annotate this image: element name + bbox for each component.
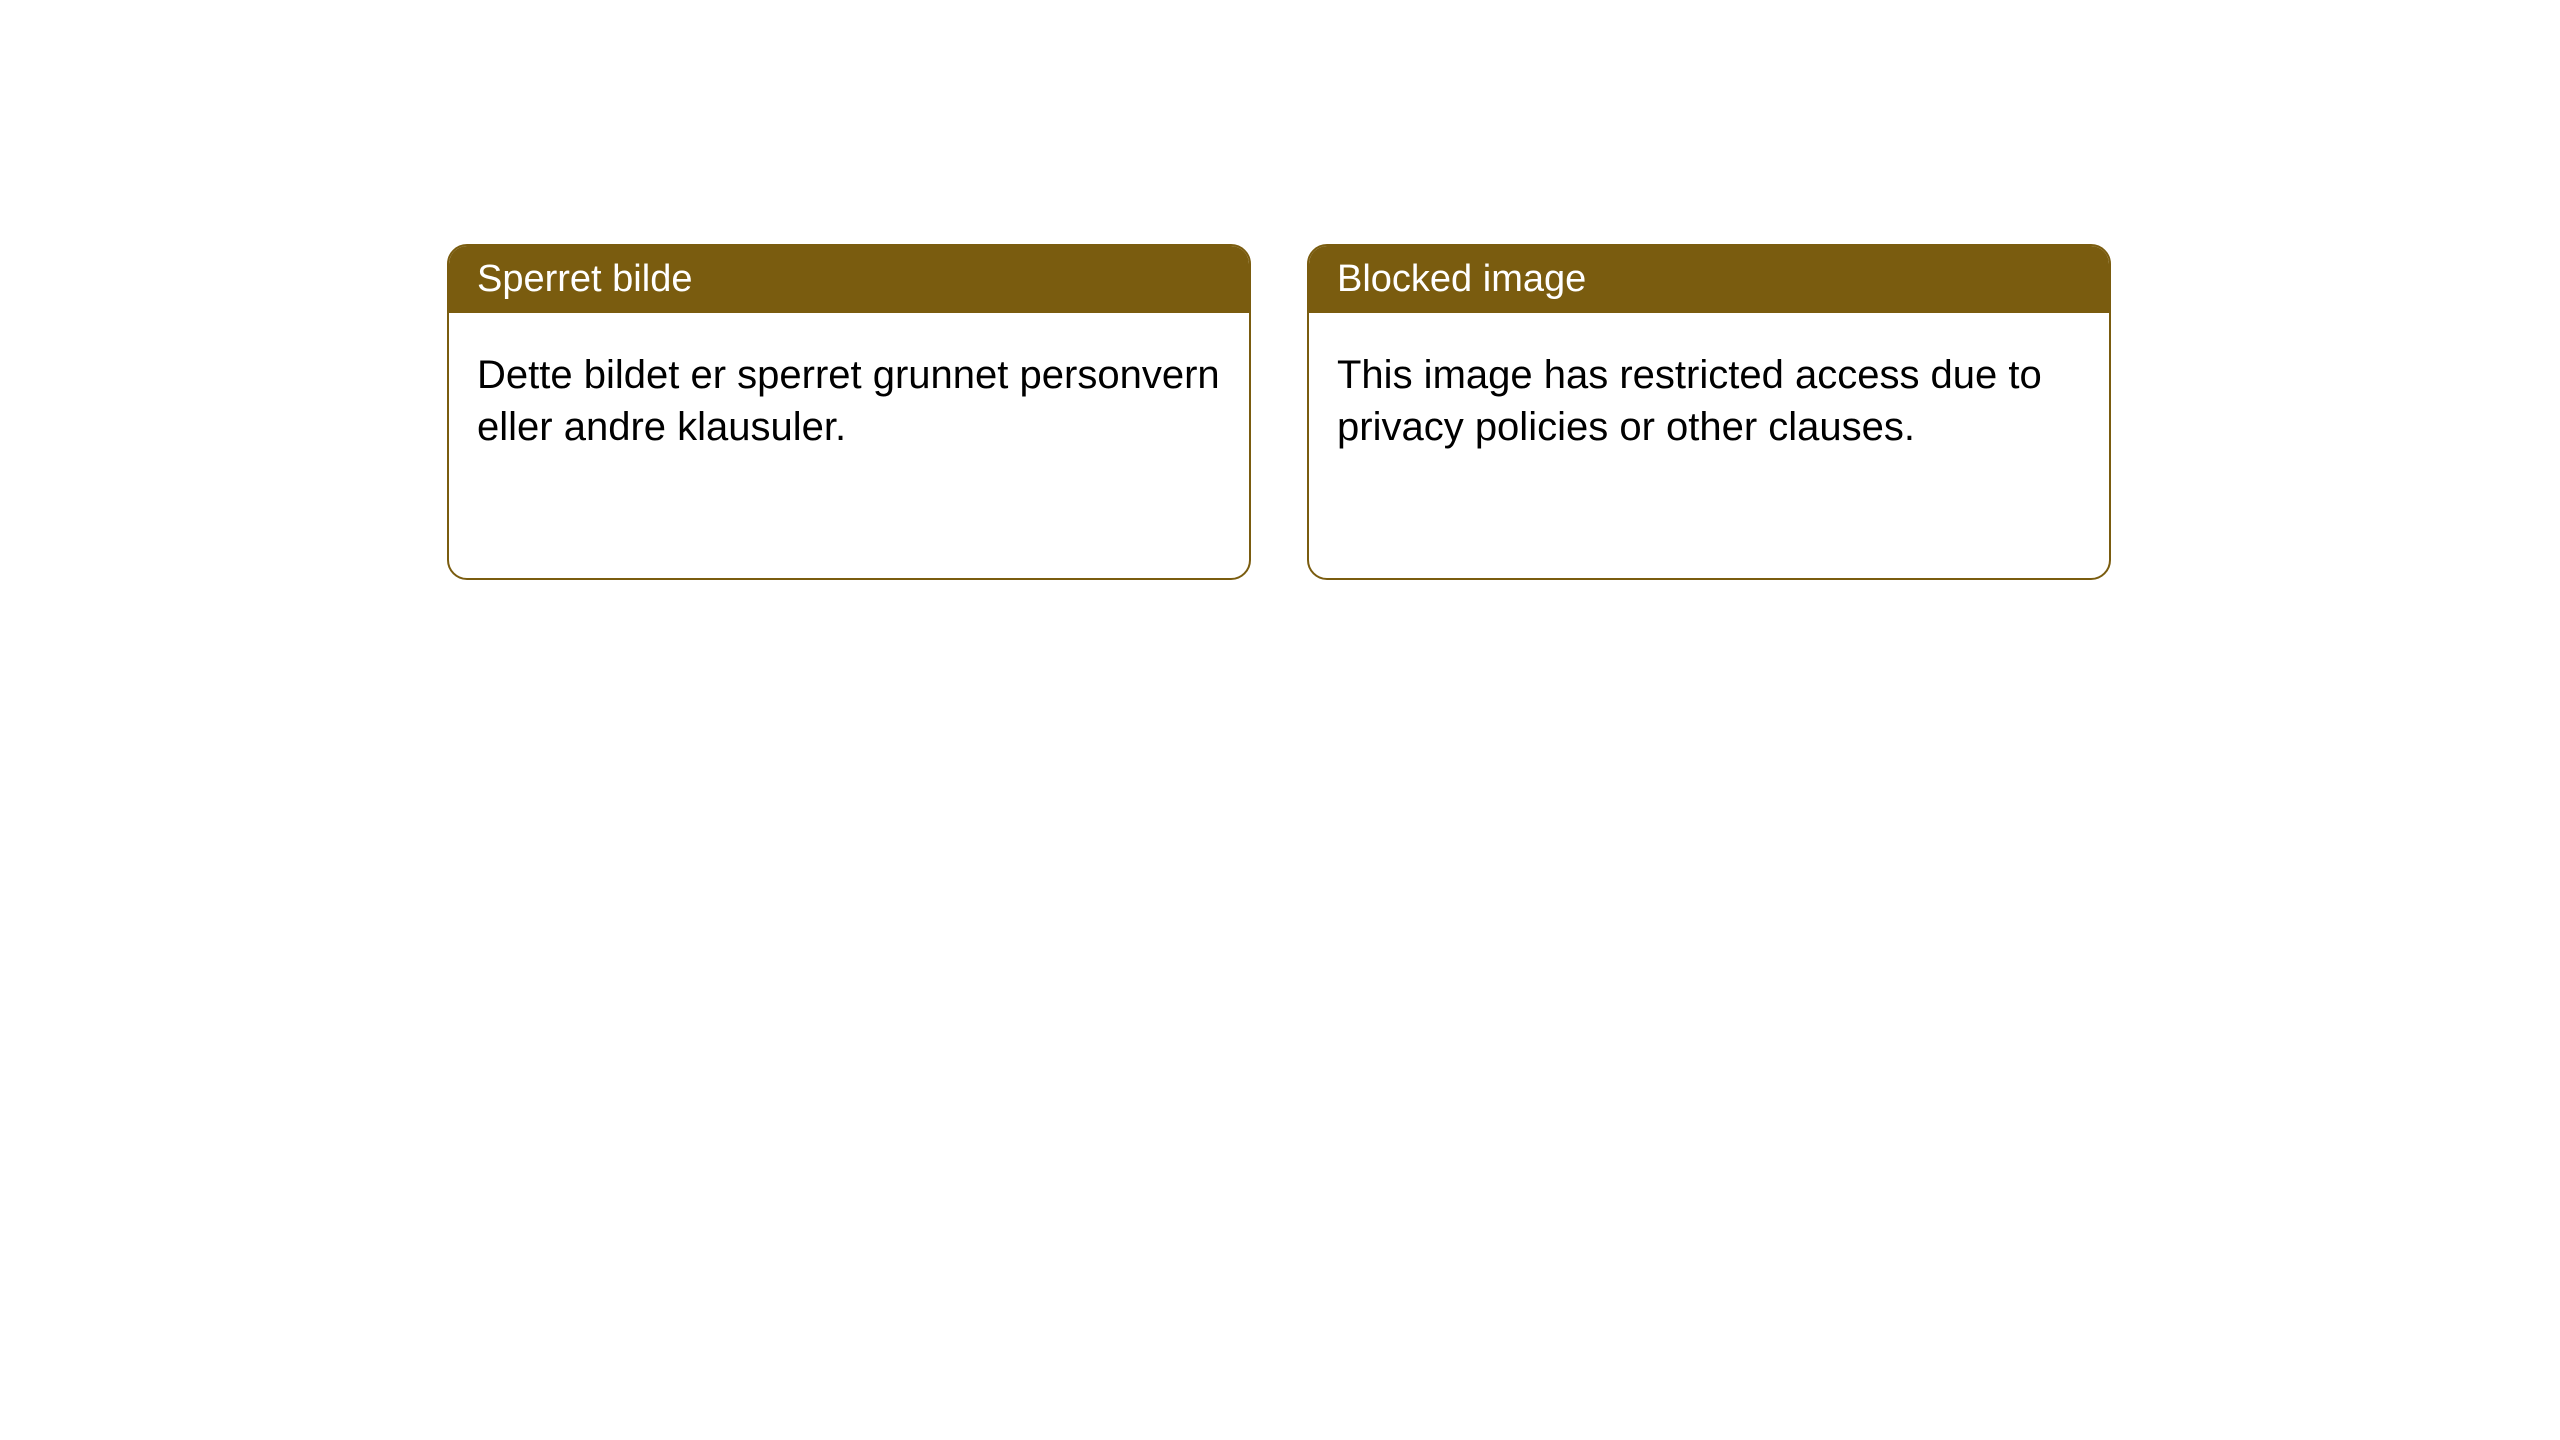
notice-header-en: Blocked image: [1309, 246, 2109, 313]
notice-card-no: Sperret bilde Dette bildet er sperret gr…: [447, 244, 1251, 580]
notice-message-en: This image has restricted access due to …: [1337, 353, 2042, 449]
notice-card-en: Blocked image This image has restricted …: [1307, 244, 2111, 580]
notice-body-no: Dette bildet er sperret grunnet personve…: [449, 313, 1249, 489]
notice-message-no: Dette bildet er sperret grunnet personve…: [477, 353, 1220, 449]
notice-body-en: This image has restricted access due to …: [1309, 313, 2109, 489]
notice-title-no: Sperret bilde: [477, 258, 692, 300]
notice-container: Sperret bilde Dette bildet er sperret gr…: [447, 244, 2111, 580]
notice-title-en: Blocked image: [1337, 258, 1586, 300]
notice-header-no: Sperret bilde: [449, 246, 1249, 313]
